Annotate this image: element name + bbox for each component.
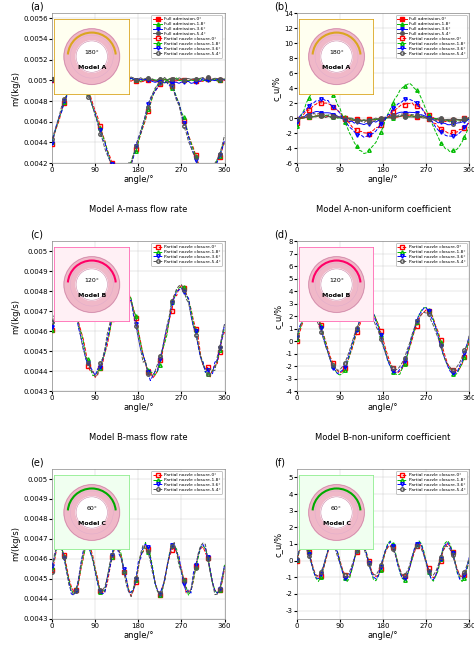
Y-axis label: c_u/%: c_u/% xyxy=(274,531,283,557)
Legend: Full admission-0°, Full admission-1.8°, Full admission-3.6°, Full admission-5.4°: Full admission-0°, Full admission-1.8°, … xyxy=(151,15,222,58)
X-axis label: angle/°: angle/° xyxy=(368,175,398,183)
Y-axis label: m/(kg/s): m/(kg/s) xyxy=(11,527,20,561)
Text: Model A-mass flow rate: Model A-mass flow rate xyxy=(89,205,188,214)
X-axis label: angle/°: angle/° xyxy=(123,175,154,183)
Text: Model A-non-uniform coefficient: Model A-non-uniform coefficient xyxy=(316,205,451,214)
Text: (a): (a) xyxy=(30,1,43,12)
Legend: Partial nozzle closure-0°, Partial nozzle closure-1.8°, Partial nozzle closure-3: Partial nozzle closure-0°, Partial nozzl… xyxy=(151,471,222,494)
Text: Model B-mass flow rate: Model B-mass flow rate xyxy=(89,433,188,442)
Y-axis label: m/(kg/s): m/(kg/s) xyxy=(11,299,20,333)
Y-axis label: c_u/%: c_u/% xyxy=(274,303,283,329)
Text: (c): (c) xyxy=(30,229,43,240)
X-axis label: angle/°: angle/° xyxy=(123,403,154,411)
Legend: Partial nozzle closure-0°, Partial nozzle closure-1.8°, Partial nozzle closure-3: Partial nozzle closure-0°, Partial nozzl… xyxy=(396,243,467,266)
X-axis label: angle/°: angle/° xyxy=(123,631,154,639)
Text: (b): (b) xyxy=(274,1,288,12)
Text: (d): (d) xyxy=(274,229,288,240)
Y-axis label: c_u/%: c_u/% xyxy=(272,75,281,101)
Text: (f): (f) xyxy=(274,457,285,468)
Text: (e): (e) xyxy=(30,457,43,468)
Text: Model B-non-uniform coefficient: Model B-non-uniform coefficient xyxy=(315,433,451,442)
Legend: Partial nozzle closure-0°, Partial nozzle closure-1.8°, Partial nozzle closure-3: Partial nozzle closure-0°, Partial nozzl… xyxy=(396,471,467,494)
Legend: Full admission-0°, Full admission-1.8°, Full admission-3.6°, Full admission-5.4°: Full admission-0°, Full admission-1.8°, … xyxy=(396,15,467,58)
X-axis label: angle/°: angle/° xyxy=(368,403,398,411)
X-axis label: angle/°: angle/° xyxy=(368,631,398,639)
Y-axis label: m/(kg/s): m/(kg/s) xyxy=(11,71,20,105)
Legend: Partial nozzle closure-0°, Partial nozzle closure-1.8°, Partial nozzle closure-3: Partial nozzle closure-0°, Partial nozzl… xyxy=(151,243,222,266)
